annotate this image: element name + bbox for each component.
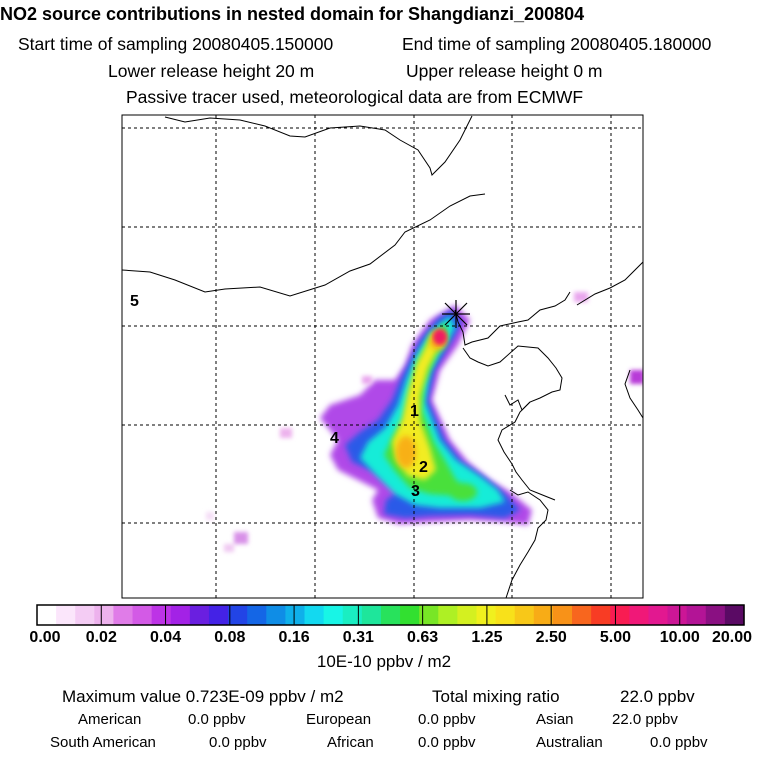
source-region-labels: 1 2 3 4 5 [130, 293, 428, 500]
colorbar-tick-label: 0.16 [278, 629, 310, 646]
african-value: 0.0 ppbv [418, 734, 476, 751]
colorbar-cell [247, 605, 267, 625]
colorbar-tick-label: 0.02 [85, 629, 117, 646]
australian-label: Australian [536, 734, 603, 751]
total-mixing-label: Total mixing ratio [432, 687, 560, 706]
receptor-star-icon [442, 300, 470, 328]
colorbar-cell [323, 605, 344, 625]
region-label-4: 4 [330, 430, 339, 447]
lower-release-label: Lower release height 20 m [108, 61, 315, 81]
end-time-label: End time of sampling 20080405.180000 [402, 34, 712, 54]
australian-value: 0.0 ppbv [650, 734, 708, 751]
coastlines [121, 115, 644, 599]
european-label: European [306, 711, 372, 728]
colorbar-cell [438, 605, 458, 625]
colorbar-cell [342, 605, 363, 625]
colorbar-cell [629, 605, 650, 625]
tracer-note: Passive tracer used, meteorological data… [126, 87, 584, 107]
american-value: 0.0 ppbv [188, 711, 246, 728]
colorbar-tick-label: 5.00 [599, 629, 632, 646]
start-time-label: Start time of sampling 20080405.150000 [18, 34, 334, 54]
max-value-label: Maximum value 0.723E-09 ppbv / m2 [62, 687, 344, 706]
colorbar-cell [591, 605, 611, 625]
colorbar-cell [132, 605, 153, 625]
colorbar-cell [37, 605, 57, 625]
grid-lines [122, 115, 643, 598]
colorbar-cell [514, 605, 535, 625]
asian-value: 22.0 ppbv [612, 711, 678, 728]
plume-peak [433, 329, 447, 345]
region-label-2: 2 [419, 459, 428, 476]
african-label: African [327, 734, 374, 751]
colorbar-tick-label: 2.50 [535, 629, 567, 646]
colorbar-cell [285, 605, 306, 625]
colorbar-cell [380, 605, 401, 625]
european-value: 0.0 ppbv [418, 711, 476, 728]
colorbar-tick-label: 20.00 [711, 629, 753, 646]
colorbar-tick-label: 0.00 [29, 629, 61, 646]
colorbar-tick-label: 0.08 [214, 629, 246, 646]
colorbar-cell [170, 605, 191, 625]
plot-title: NO2 source contributions in nested domai… [0, 4, 585, 24]
region-label-3: 3 [411, 483, 420, 500]
upper-release-label: Upper release height 0 m [406, 61, 603, 81]
colorbar-cell [724, 605, 745, 625]
colorbar-cells [37, 605, 745, 625]
colorbar-tick-label: 0.63 [407, 629, 439, 646]
colorbar-cell [75, 605, 95, 625]
colorbar-cell [400, 605, 420, 625]
colorbar-cell [705, 605, 726, 625]
colorbar-cell [304, 605, 325, 625]
colorbar-cell [572, 605, 592, 625]
asian-label: Asian [536, 711, 574, 728]
south-american-value: 0.0 ppbv [209, 734, 267, 751]
colorbar-cell [667, 605, 688, 625]
concentration-field [206, 292, 643, 552]
colorbar-cell [533, 605, 554, 625]
colorbar-cell [94, 605, 115, 625]
map-frame [121, 114, 644, 599]
colorbar-cell [476, 605, 497, 625]
colorbar-tick-label: 10.00 [659, 629, 700, 646]
region-label-1: 1 [410, 403, 419, 420]
colorbar-cell [208, 605, 229, 625]
total-mixing-value: 22.0 ppbv [620, 687, 695, 706]
colorbar-tick-label: 1.25 [471, 629, 503, 646]
colorbar-units: 10E-10 ppbv / m2 [316, 652, 452, 671]
colorbar-cell [151, 605, 172, 625]
colorbar-tick-label: 0.04 [149, 629, 182, 646]
south-american-label: South American [50, 734, 156, 751]
colorbar-tick-label: 0.31 [342, 629, 374, 646]
colorbar-cell [648, 605, 669, 625]
colorbar-cell [457, 605, 478, 625]
region-label-5: 5 [130, 293, 139, 310]
colorbar-cell [113, 605, 134, 625]
colorbar-cell [495, 605, 516, 625]
colorbar-cell [56, 605, 76, 625]
colorbar-cell [552, 605, 573, 625]
colorbar-cell [189, 605, 210, 625]
colorbar-cell [361, 605, 382, 625]
american-label: American [78, 711, 142, 728]
colorbar-cell [686, 605, 707, 625]
colorbar-cell [266, 605, 287, 625]
colorbar-cell [228, 605, 248, 625]
colorbar-cell [610, 605, 630, 625]
colorbar-frame [36, 604, 745, 626]
scattered-patches [206, 292, 643, 552]
colorbar-cell [419, 605, 439, 625]
